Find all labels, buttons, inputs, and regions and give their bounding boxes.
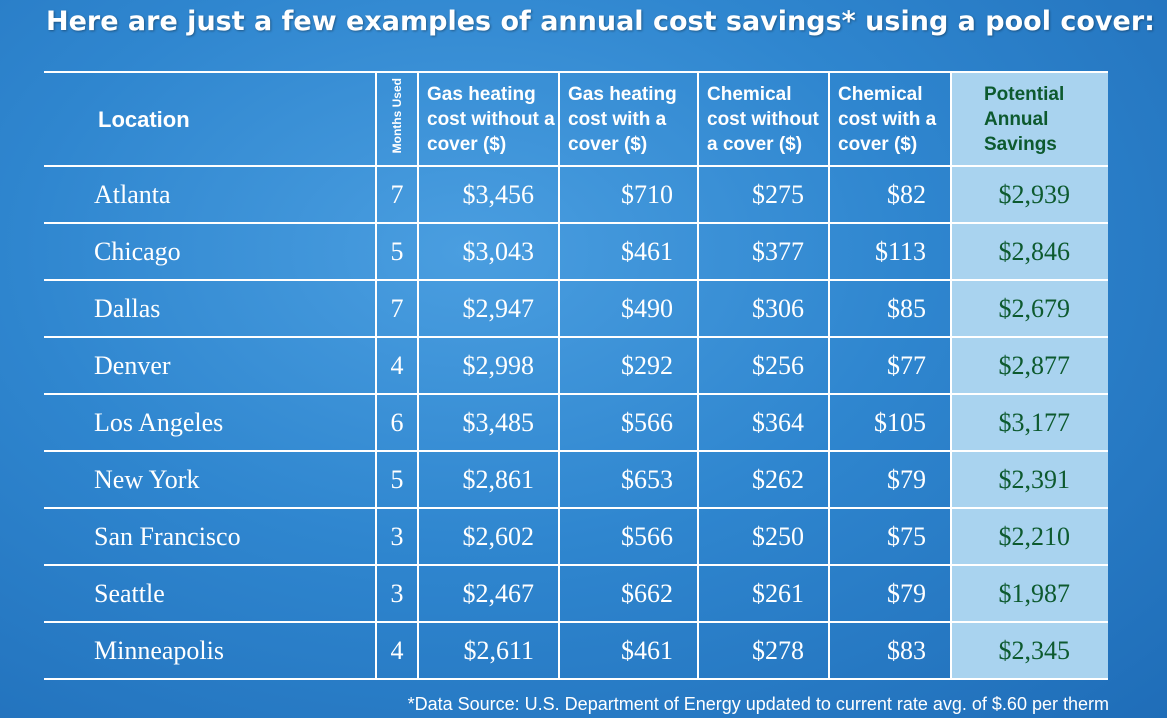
cell-chem-with: $83 — [828, 622, 951, 680]
cell-savings: $2,679 — [950, 280, 1108, 338]
cell-gas-with: $566 — [558, 508, 698, 566]
cell-gas-without: $3,485 — [417, 394, 559, 452]
cell-gas-without: $2,947 — [417, 280, 559, 338]
cell-savings: $2,846 — [950, 223, 1108, 281]
cell-savings: $2,391 — [950, 451, 1108, 509]
cell-gas-with: $292 — [558, 337, 698, 395]
cell-location: Atlanta — [44, 166, 376, 224]
table-header-row: Location Months Used Gas heating cost wi… — [44, 71, 1108, 167]
header-gas-without: Gas heating cost without a cover ($) — [417, 71, 559, 167]
table-row: Minneapolis 4 $2,611 $461 $278 $83 $2,34… — [44, 622, 1108, 680]
cell-location: San Francisco — [44, 508, 376, 566]
cell-savings: $2,877 — [950, 337, 1108, 395]
header-chem-with: Chemical cost with a cover ($) — [828, 71, 951, 167]
header-chem-without: Chemical cost without a cover ($) — [697, 71, 829, 167]
cell-chem-with: $82 — [828, 166, 951, 224]
cell-chem-without: $278 — [697, 622, 829, 680]
cell-chem-without: $262 — [697, 451, 829, 509]
cell-savings: $2,210 — [950, 508, 1108, 566]
cell-location: Seattle — [44, 565, 376, 623]
table-row: New York 5 $2,861 $653 $262 $79 $2,391 — [44, 451, 1108, 509]
cell-months: 6 — [375, 394, 418, 452]
cell-months: 7 — [375, 166, 418, 224]
cell-months: 5 — [375, 223, 418, 281]
page-title: Here are just a few examples of annual c… — [46, 6, 1155, 37]
table-row: San Francisco 3 $2,602 $566 $250 $75 $2,… — [44, 508, 1108, 566]
cell-months: 4 — [375, 622, 418, 680]
cell-gas-without: $2,602 — [417, 508, 559, 566]
cell-savings: $3,177 — [950, 394, 1108, 452]
table-row: Atlanta 7 $3,456 $710 $275 $82 $2,939 — [44, 166, 1108, 224]
header-months-used: Months Used — [375, 71, 418, 167]
table-row: Denver 4 $2,998 $292 $256 $77 $2,877 — [44, 337, 1108, 395]
cell-chem-without: $364 — [697, 394, 829, 452]
cell-months: 4 — [375, 337, 418, 395]
cell-gas-with: $566 — [558, 394, 698, 452]
cell-months: 7 — [375, 280, 418, 338]
cell-gas-with: $461 — [558, 622, 698, 680]
cell-gas-with: $710 — [558, 166, 698, 224]
header-location: Location — [44, 71, 376, 167]
header-savings: Potential Annual Savings — [950, 71, 1108, 167]
cost-savings-table: Location Months Used Gas heating cost wi… — [44, 71, 1108, 680]
cell-gas-without: $2,611 — [417, 622, 559, 680]
cell-gas-without: $2,861 — [417, 451, 559, 509]
cell-gas-without: $3,043 — [417, 223, 559, 281]
cell-chem-without: $250 — [697, 508, 829, 566]
cell-gas-without: $2,998 — [417, 337, 559, 395]
cell-gas-without: $3,456 — [417, 166, 559, 224]
cell-location: Minneapolis — [44, 622, 376, 680]
cell-months: 3 — [375, 565, 418, 623]
cell-chem-with: $77 — [828, 337, 951, 395]
cell-location: Dallas — [44, 280, 376, 338]
cell-chem-with: $113 — [828, 223, 951, 281]
table-row: Los Angeles 6 $3,485 $566 $364 $105 $3,1… — [44, 394, 1108, 452]
cell-chem-with: $75 — [828, 508, 951, 566]
cell-chem-without: $306 — [697, 280, 829, 338]
cell-chem-without: $275 — [697, 166, 829, 224]
cell-savings: $1,987 — [950, 565, 1108, 623]
table-row: Chicago 5 $3,043 $461 $377 $113 $2,846 — [44, 223, 1108, 281]
data-source-footnote: *Data Source: U.S. Department of Energy … — [407, 694, 1109, 714]
header-months-label: Months Used — [390, 77, 404, 154]
cell-chem-without: $261 — [697, 565, 829, 623]
cell-months: 5 — [375, 451, 418, 509]
table-row: Seattle 3 $2,467 $662 $261 $79 $1,987 — [44, 565, 1108, 623]
header-gas-with: Gas heating cost with a cover ($) — [558, 71, 698, 167]
cell-chem-without: $256 — [697, 337, 829, 395]
cell-gas-with: $490 — [558, 280, 698, 338]
cell-location: Denver — [44, 337, 376, 395]
cell-savings: $2,939 — [950, 166, 1108, 224]
cell-chem-with: $79 — [828, 565, 951, 623]
cell-gas-without: $2,467 — [417, 565, 559, 623]
cell-location: Chicago — [44, 223, 376, 281]
cell-savings: $2,345 — [950, 622, 1108, 680]
cell-location: New York — [44, 451, 376, 509]
table-row: Dallas 7 $2,947 $490 $306 $85 $2,679 — [44, 280, 1108, 338]
cell-gas-with: $653 — [558, 451, 698, 509]
cell-months: 3 — [375, 508, 418, 566]
cell-location: Los Angeles — [44, 394, 376, 452]
cell-chem-with: $85 — [828, 280, 951, 338]
cell-gas-with: $662 — [558, 565, 698, 623]
cell-chem-with: $105 — [828, 394, 951, 452]
cell-gas-with: $461 — [558, 223, 698, 281]
cell-chem-without: $377 — [697, 223, 829, 281]
cell-chem-with: $79 — [828, 451, 951, 509]
